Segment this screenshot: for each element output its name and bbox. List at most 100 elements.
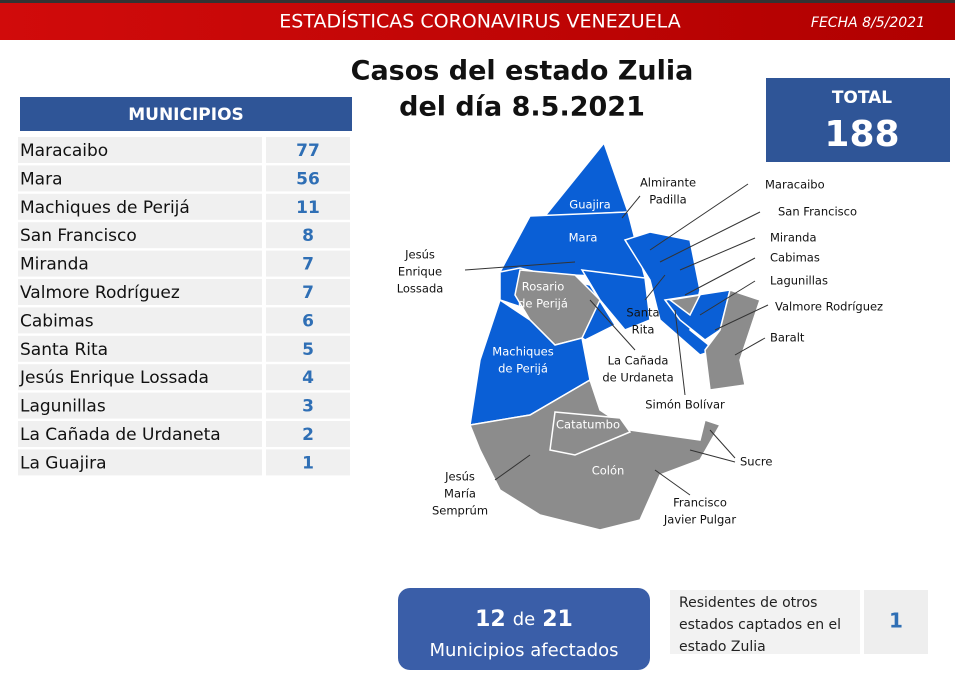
residents-text: estado Zulia [679,639,766,655]
row-name: Maracaibo [20,141,108,161]
row-value-bg [266,137,350,163]
row-name-bg [18,279,262,305]
map-label: Francisco [673,496,727,510]
row-value-bg [266,307,350,334]
header-edge [0,0,955,3]
row-name-bg [18,307,262,334]
row-value: 4 [302,368,314,388]
total-label: TOTAL [832,88,892,108]
row-value-bg [266,250,350,277]
row-value: 7 [302,255,314,275]
row-name-bg [18,392,262,419]
row-name: Santa Rita [20,340,108,360]
header-bar [0,0,955,40]
row-name-bg [18,165,262,192]
affected-label: Municipios afectados [429,640,618,661]
row-value: 7 [302,283,314,303]
affected-box [398,588,650,670]
row-value: 1 [302,453,314,473]
map-label: Cabimas [770,251,820,265]
map-label: Valmore Rodríguez [775,300,883,314]
affected-connector: de [513,609,536,630]
region-simon-bolivar [668,294,702,317]
map-label: de Perijá [518,297,568,311]
map-label: Javier Pulgar [663,513,736,527]
row-name-bg [18,421,262,447]
row-name-bg [18,364,262,391]
map-label: Rosario [522,280,565,294]
row-name: Machiques de Perijá [20,198,190,218]
row-name-bg [18,250,262,277]
map-label: Maracaibo [765,178,825,192]
map-label: Rita [632,323,655,337]
residents-text: estados captados en el [679,617,841,633]
row-value: 8 [302,226,314,246]
map-label: Jesús [444,470,475,484]
row-value-bg [266,222,350,249]
map-label: Almirante [640,176,696,190]
map-labels: Guajira Mara Rosario de Perijá Machiques de P… [397,176,883,527]
main-title: del día 8.5.2021 [399,92,645,123]
map-label: Padilla [649,193,686,207]
row-name: Jesús Enrique Lossada [19,368,209,388]
row-name: Miranda [20,255,89,275]
row-value: 5 [302,340,314,360]
map-label: La Cañada [608,354,669,368]
map-label: Enrique [398,265,442,279]
map-label: Santa [626,306,659,320]
row-name: Lagunillas [20,397,106,417]
row-name-bg [18,193,262,220]
residents-value: 1 [889,609,903,633]
table-header: MUNICIPIOS [128,105,244,125]
affected-count: 12 [475,607,506,632]
row-value: 2 [302,425,314,445]
main-title: Casos del estado Zulia [351,56,694,87]
row-name-bg [18,449,262,476]
row-value: 6 [302,311,314,331]
row-value-bg [266,421,350,447]
header-title: ESTADÍSTICAS CORONAVIRUS VENEZUELA [279,10,680,33]
row-value: 77 [296,141,320,161]
header-date: FECHA 8/5/2021 [811,15,925,31]
map-label: Lossada [397,282,444,296]
map-label: de Perijá [498,362,548,376]
row-value-bg [266,364,350,391]
row-name-bg [18,222,262,249]
map-label: Baralt [770,331,805,345]
map-label: Lagunillas [770,274,828,288]
map-label: Sucre [740,455,772,469]
map-label: Miranda [770,231,817,245]
map-label: Semprúm [432,504,488,518]
map-label: María [444,487,476,501]
row-name-bg [18,335,262,362]
total-box [766,78,950,162]
row-value-bg [266,335,350,362]
region-south [468,378,722,531]
map-label: Machiques [492,345,553,359]
row-name: La Guajira [20,453,107,473]
row-value: 3 [302,397,314,417]
total-value: 188 [824,114,899,155]
map-label: Simón Bolívar [645,398,725,412]
residents-text: Residentes de otros [679,595,817,611]
row-name: Mara [20,169,63,189]
map-label: Colón [592,464,625,478]
row-name: Cabimas [20,311,94,331]
affected-count-line: 12 de 21 [475,607,573,632]
row-name: La Cañada de Urdaneta [20,425,221,445]
callouts [464,183,769,496]
map-label: San Francisco [778,205,857,219]
row-name: San Francisco [20,226,137,246]
row-name-bg [18,137,262,163]
map-label: Mara [569,231,598,245]
row-value: 11 [296,198,320,218]
region-canada [580,269,651,331]
row-value-bg [266,165,350,192]
row-value-bg [266,449,350,476]
row-value: 56 [296,169,320,189]
row-value-bg [266,279,350,305]
map-label: Guajira [569,198,610,212]
row-name: Valmore Rodríguez [20,283,180,303]
